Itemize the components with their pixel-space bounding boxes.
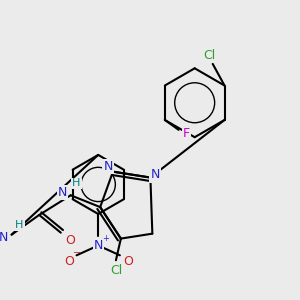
Text: N: N [58, 186, 68, 199]
Text: N: N [94, 239, 103, 252]
Text: O: O [64, 255, 74, 268]
Text: −: − [73, 248, 81, 258]
Text: H: H [72, 178, 81, 188]
Text: N: N [150, 169, 159, 182]
Text: Cl: Cl [110, 264, 122, 277]
Text: O: O [66, 234, 76, 247]
Text: H: H [15, 220, 24, 230]
Text: F: F [183, 127, 190, 140]
Text: O: O [123, 255, 133, 268]
Text: N: N [151, 168, 160, 181]
Text: N: N [0, 231, 8, 244]
Text: +: + [102, 234, 109, 243]
Text: N: N [103, 160, 113, 173]
Text: Cl: Cl [204, 50, 216, 62]
